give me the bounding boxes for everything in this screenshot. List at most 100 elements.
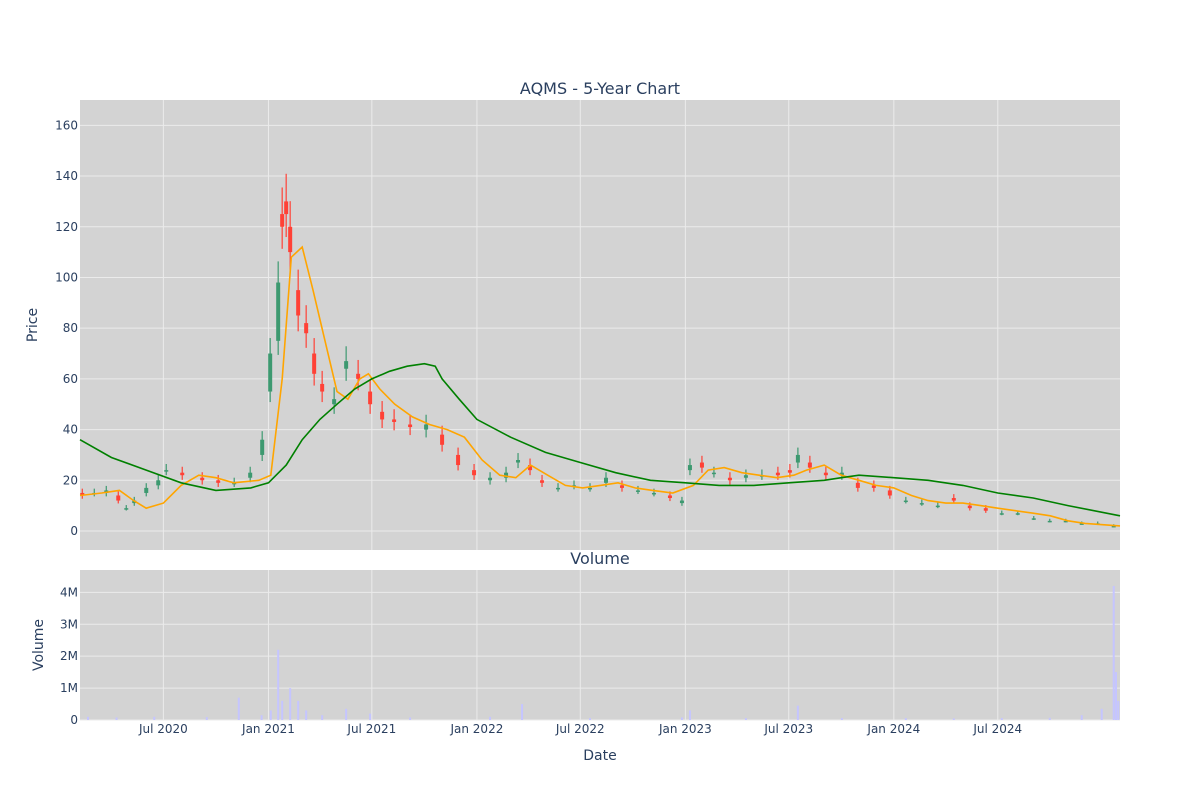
candlestick[interactable] (268, 338, 273, 403)
candlestick[interactable] (699, 455, 704, 473)
candle-body (424, 424, 429, 430)
candle-body (603, 477, 608, 483)
volume-y-tick-label: 2M (60, 649, 78, 663)
volume-y-tick-labels: 0 1M 2M 3M 4M (60, 585, 78, 727)
candlestick[interactable] (919, 499, 924, 506)
candlestick[interactable] (80, 488, 85, 499)
candlestick[interactable] (304, 305, 309, 348)
candlestick[interactable] (164, 464, 169, 476)
candle-body (516, 460, 521, 463)
candle-body (344, 361, 349, 369)
candle-body (839, 472, 844, 476)
candle-body (667, 495, 672, 499)
candlestick[interactable] (332, 387, 337, 414)
candlestick[interactable] (440, 425, 445, 452)
candle-body (1063, 520, 1068, 523)
candlestick[interactable] (296, 269, 301, 332)
candle-body (1015, 513, 1020, 515)
price-y-tick-label: 140 (55, 169, 78, 183)
candlestick[interactable] (276, 261, 281, 355)
candlestick[interactable] (424, 414, 429, 438)
candlestick[interactable] (727, 472, 732, 485)
x-tick-label: Jan 2022 (449, 722, 503, 736)
volume-bar (345, 708, 348, 720)
candlestick[interactable] (1031, 516, 1036, 520)
price-y-tick-label: 80 (63, 321, 78, 335)
volume-bar-series (86, 585, 1120, 720)
candlestick[interactable] (516, 453, 521, 469)
candle-body (504, 472, 509, 478)
candlestick[interactable] (368, 379, 373, 414)
candlestick[interactable] (951, 494, 956, 504)
candle-body (284, 201, 289, 215)
candle-body (320, 383, 325, 392)
candle-body (787, 470, 792, 473)
candlestick[interactable] (472, 464, 477, 480)
candlestick[interactable] (488, 472, 493, 485)
candlestick[interactable] (260, 431, 265, 462)
candlestick[interactable] (320, 370, 325, 403)
candlestick[interactable] (823, 466, 828, 480)
candle-body (356, 373, 361, 379)
candlestick[interactable] (156, 474, 161, 490)
volume-plot-area[interactable] (80, 570, 1120, 720)
candlestick[interactable] (116, 491, 121, 504)
candlestick[interactable] (635, 485, 640, 495)
candle-body (488, 477, 493, 481)
candle-body (116, 495, 121, 501)
candlestick[interactable] (1047, 518, 1052, 523)
candlestick[interactable] (248, 466, 253, 483)
candlestick[interactable] (216, 474, 221, 487)
candlestick[interactable] (180, 466, 185, 480)
price-plot-area[interactable] (80, 100, 1120, 550)
candle-body (935, 505, 940, 508)
volume-bar (1117, 700, 1120, 720)
candle-body (619, 485, 624, 488)
candlestick[interactable] (540, 474, 545, 487)
candlestick[interactable] (284, 173, 289, 238)
volume-bar (321, 715, 324, 720)
candlestick[interactable] (935, 502, 940, 509)
candlestick[interactable] (795, 447, 800, 469)
candlestick[interactable] (456, 447, 461, 471)
candlestick[interactable] (619, 480, 624, 492)
candlestick[interactable] (687, 458, 692, 476)
candle-body (296, 290, 301, 316)
candle-body (380, 411, 385, 420)
price-y-tick-label: 20 (63, 473, 78, 487)
price-y-tick-label: 100 (55, 270, 78, 284)
candle-body (200, 477, 205, 481)
candle-body (472, 470, 477, 476)
candlestick[interactable] (504, 466, 509, 483)
candlestick[interactable] (743, 469, 748, 483)
candlestick[interactable] (999, 510, 1004, 516)
candlestick[interactable] (312, 338, 317, 386)
candlestick[interactable] (280, 187, 285, 249)
candlestick[interactable] (144, 483, 149, 497)
volume-bar (289, 688, 292, 720)
volume-bar (153, 716, 156, 720)
candle-body (635, 490, 640, 492)
candlestick[interactable] (200, 472, 205, 485)
candle-body (216, 480, 221, 483)
candlestick[interactable] (344, 346, 349, 381)
candlestick[interactable] (124, 505, 129, 511)
candlestick[interactable] (528, 458, 533, 476)
volume-subplot-title: Volume (570, 549, 630, 568)
x-tick-label: Jul 2024 (972, 722, 1022, 736)
volume-bar (1112, 585, 1115, 720)
candlestick[interactable] (679, 496, 684, 506)
candlestick[interactable] (871, 480, 876, 492)
price-y-tick-label: 60 (63, 372, 78, 386)
volume-bar (521, 704, 524, 720)
candlestick[interactable] (903, 496, 908, 504)
candle-body (795, 454, 800, 463)
candle-body (304, 323, 309, 334)
candlestick[interactable] (556, 483, 561, 492)
candlestick[interactable] (392, 409, 397, 431)
candle-body (232, 482, 237, 485)
candlestick[interactable] (408, 414, 413, 436)
candlestick[interactable] (380, 401, 385, 429)
candlestick[interactable] (356, 359, 361, 391)
candlestick[interactable] (288, 201, 293, 273)
